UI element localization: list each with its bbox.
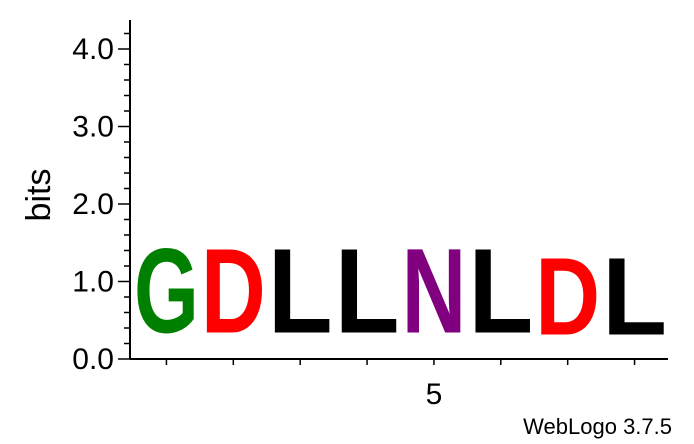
- y-axis-title: bits: [20, 169, 58, 222]
- y-tick-label: 2.0: [72, 188, 114, 221]
- logo-letter-D: D: [535, 236, 600, 359]
- logo-letter-L: L: [335, 224, 400, 359]
- logo-letter-G: G: [134, 224, 199, 359]
- y-tick-label: 3.0: [72, 111, 114, 144]
- y-axis: 0.0 1.0 2.0 3.0 4.0: [72, 20, 131, 376]
- x-axis: 5: [130, 358, 668, 411]
- x-tick-label: 5: [426, 378, 443, 411]
- logo-letter-D: D: [201, 222, 266, 358]
- y-tick-label: 1.0: [72, 266, 114, 299]
- y-tick-label: 4.0: [72, 33, 114, 66]
- logo-letter-L: L: [268, 224, 333, 359]
- y-tick-label: 0.0: [72, 343, 114, 376]
- weblogo-credit: WebLogo 3.7.5: [523, 414, 672, 439]
- logo-letter-N: N: [402, 222, 467, 358]
- logo-letter-L: L: [602, 235, 667, 358]
- logo-letter-L: L: [468, 224, 533, 359]
